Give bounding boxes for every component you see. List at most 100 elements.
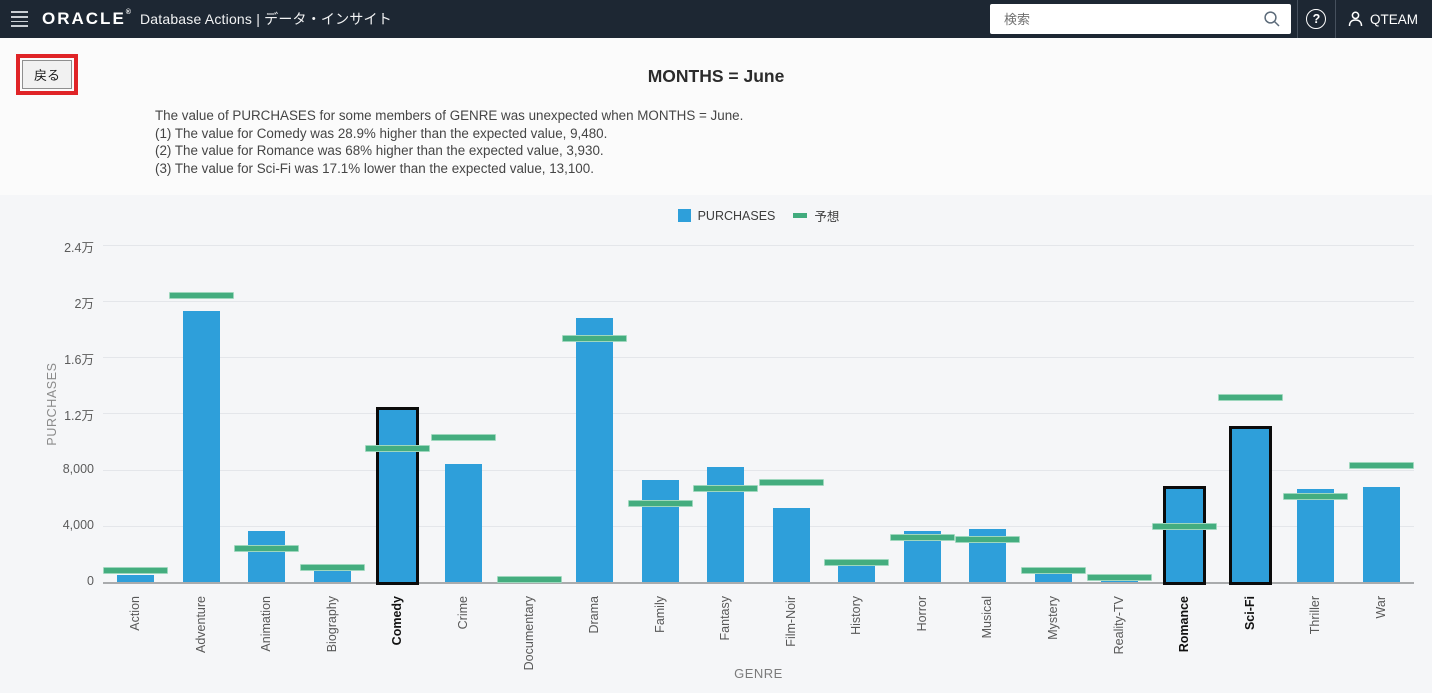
bar[interactable] bbox=[772, 508, 810, 582]
x-axis-label: Drama bbox=[587, 596, 602, 634]
expected-value-marker[interactable] bbox=[1283, 493, 1349, 501]
expected-value-marker[interactable] bbox=[234, 544, 300, 552]
expected-value-marker[interactable] bbox=[1086, 574, 1152, 582]
x-axis-label: History bbox=[849, 596, 864, 635]
expected-value-marker[interactable] bbox=[824, 558, 890, 566]
x-axis-label: Musical bbox=[980, 596, 995, 639]
x-axis-label: Reality-TV bbox=[1111, 596, 1126, 655]
oracle-logo: ORACLE® bbox=[42, 9, 131, 28]
legend-label: PURCHASES bbox=[697, 208, 776, 223]
y-axis-tick-label: 4,000 bbox=[62, 517, 94, 532]
y-axis-tick-label: 2万 bbox=[74, 297, 94, 311]
expected-value-marker[interactable] bbox=[365, 445, 431, 453]
expected-value-marker[interactable] bbox=[1020, 567, 1086, 575]
insight-summary-line: The value of PURCHASES for some members … bbox=[155, 108, 744, 123]
x-axis-label: Film-Noir bbox=[783, 596, 798, 647]
insight-detail-line: (1) The value for Comedy was 28.9% highe… bbox=[155, 125, 608, 141]
expected-value-marker[interactable] bbox=[1217, 394, 1283, 402]
app-title: Database Actions | データ・インサイト bbox=[139, 11, 392, 27]
grid-line bbox=[103, 301, 1414, 302]
grid-line bbox=[103, 413, 1414, 415]
back-button-highlight: 戻る bbox=[16, 54, 79, 95]
x-axis-label: Documentary bbox=[521, 596, 536, 671]
search-icon[interactable] bbox=[1263, 10, 1281, 28]
x-axis-label: War bbox=[1373, 596, 1388, 619]
expected-value-marker[interactable] bbox=[693, 485, 759, 493]
expected-value-marker[interactable] bbox=[431, 433, 497, 441]
user-icon bbox=[1348, 11, 1363, 27]
x-axis-label: Family bbox=[652, 596, 667, 633]
app-header: ORACLE® Database Actions | データ・インサイト ? Q… bbox=[0, 0, 1432, 38]
registered-mark: ® bbox=[125, 9, 131, 16]
grid-line bbox=[103, 469, 1414, 471]
bar[interactable] bbox=[1297, 488, 1335, 582]
bar[interactable] bbox=[1163, 486, 1207, 585]
expected-value-marker[interactable] bbox=[758, 478, 824, 486]
expected-value-marker[interactable] bbox=[299, 564, 365, 572]
bar[interactable] bbox=[445, 463, 483, 582]
bar[interactable] bbox=[641, 480, 679, 582]
insight-chart: PURCHASES 予想 PURCHASES GENRE 0 4,000 8,000… bbox=[0, 195, 1432, 693]
x-axis-label: Mystery bbox=[1045, 596, 1060, 640]
y-axis-tick-label: 1.6万 bbox=[64, 353, 94, 368]
bar[interactable] bbox=[1034, 574, 1072, 582]
expected-value-marker[interactable] bbox=[168, 291, 234, 299]
bar[interactable] bbox=[707, 466, 745, 582]
expected-value-marker[interactable] bbox=[496, 575, 562, 583]
expected-value-marker[interactable] bbox=[562, 335, 628, 343]
bar[interactable] bbox=[576, 317, 614, 582]
x-axis-label: Comedy bbox=[390, 596, 405, 646]
x-axis-label: Romance bbox=[1177, 596, 1192, 653]
bar[interactable] bbox=[248, 530, 286, 582]
grid-line bbox=[103, 357, 1414, 359]
expected-value-marker[interactable] bbox=[1348, 461, 1414, 469]
expected-value-marker[interactable] bbox=[889, 534, 955, 542]
x-axis-label: Biography bbox=[324, 596, 339, 653]
bar[interactable] bbox=[1228, 426, 1272, 585]
y-axis-tick-label: 1.2万 bbox=[64, 409, 94, 424]
insight-detail-line: (2) The value for Romance was 68% higher… bbox=[155, 143, 604, 158]
user-label: QTEAM bbox=[1369, 11, 1418, 27]
x-axis-label: Crime bbox=[456, 596, 471, 630]
y-axis-tick-label: 8,000 bbox=[62, 461, 94, 476]
expected-value-marker[interactable] bbox=[955, 535, 1021, 543]
insight-detail-line: (3) The value for Sci-Fi was 17.1% lower… bbox=[155, 160, 594, 176]
user-menu-button[interactable]: QTEAM bbox=[1336, 0, 1432, 38]
grid-line bbox=[103, 525, 1414, 527]
bar-series-swatch bbox=[677, 209, 691, 222]
hamburger-menu-icon[interactable] bbox=[0, 0, 38, 38]
help-button[interactable]: ? bbox=[1298, 0, 1335, 38]
expected-value-marker[interactable] bbox=[1152, 523, 1218, 531]
bar[interactable] bbox=[1100, 580, 1138, 582]
expected-value-marker[interactable] bbox=[627, 499, 693, 507]
expected-value-marker[interactable] bbox=[103, 567, 169, 575]
header-divider bbox=[1296, 0, 1298, 38]
chart-legend: PURCHASES 予想 bbox=[103, 206, 1414, 225]
legend-label: 予想 bbox=[814, 210, 840, 224]
search-input[interactable] bbox=[989, 4, 1291, 34]
x-axis-label: Action bbox=[128, 596, 143, 631]
bar[interactable] bbox=[117, 574, 155, 582]
x-axis-label: Sci-Fi bbox=[1242, 596, 1257, 631]
x-axis-label: Horror bbox=[914, 596, 929, 632]
grid-line bbox=[103, 244, 1414, 246]
x-axis-title: GENRE bbox=[734, 666, 783, 681]
legend-item-expected[interactable]: 予想 bbox=[793, 206, 839, 225]
x-axis-label: Thriller bbox=[1308, 596, 1323, 635]
x-axis-label: Adventure bbox=[193, 596, 208, 653]
bar[interactable] bbox=[182, 310, 220, 582]
x-axis-baseline bbox=[103, 582, 1414, 584]
insight-description: The value of PURCHASES for some members … bbox=[155, 107, 743, 177]
legend-item-purchases[interactable]: PURCHASES bbox=[677, 208, 776, 223]
bar[interactable] bbox=[376, 407, 420, 585]
header-divider bbox=[1334, 0, 1336, 38]
bar[interactable] bbox=[838, 565, 876, 582]
y-axis-tick-label: 2.4万 bbox=[64, 240, 94, 255]
x-axis-label: Fantasy bbox=[718, 596, 733, 641]
insight-title: MONTHS = June bbox=[647, 66, 785, 86]
back-button[interactable]: 戻る bbox=[22, 60, 73, 89]
bar[interactable] bbox=[1362, 487, 1400, 582]
y-axis-tick-label: 0 bbox=[87, 574, 94, 588]
search-box bbox=[989, 4, 1291, 34]
